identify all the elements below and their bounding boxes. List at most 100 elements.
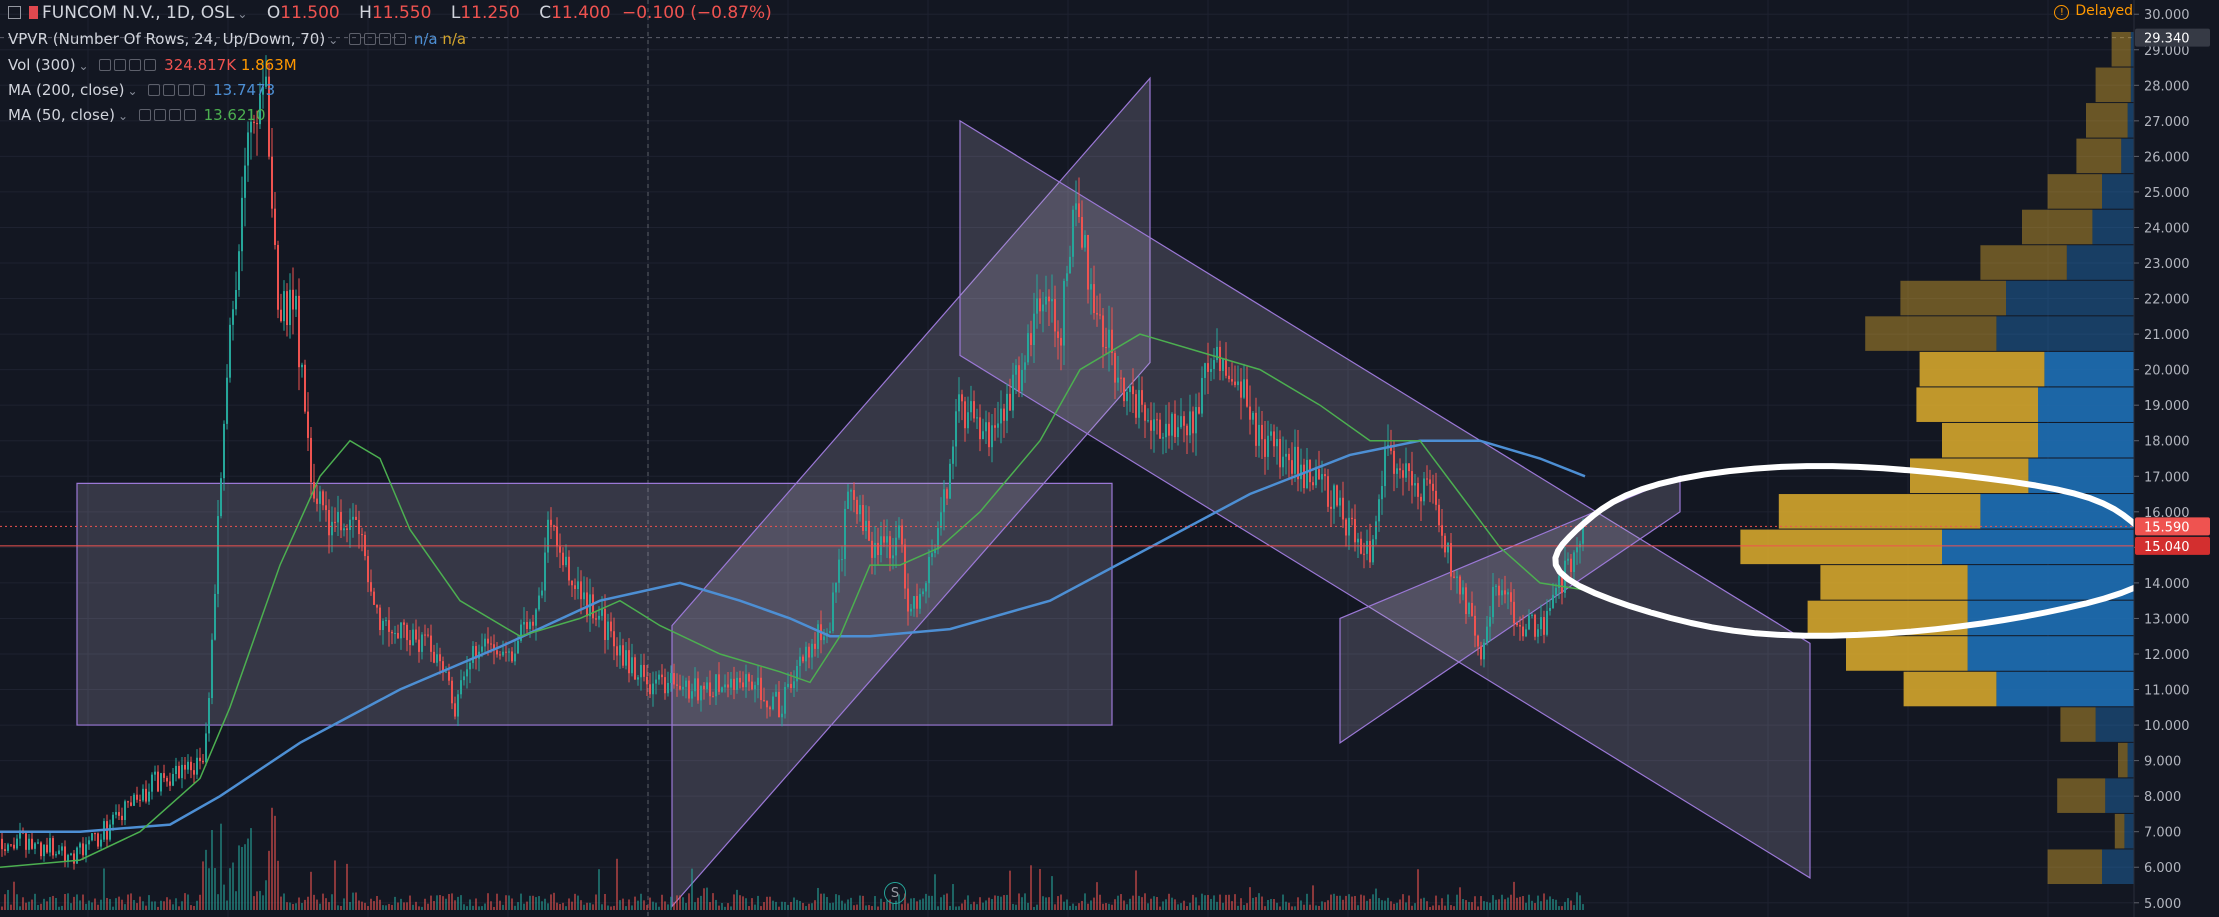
candle-body — [1351, 517, 1353, 520]
vp-up-bar — [2127, 742, 2134, 778]
collapse-icon[interactable] — [8, 6, 21, 19]
chevron-down-icon[interactable]: ⌄ — [117, 109, 128, 123]
volume-bar — [1498, 899, 1500, 910]
ma50-legend[interactable]: MA (50, close) ⌄ 13.6210 — [8, 104, 266, 127]
volume-bar — [1015, 904, 1017, 910]
ma200-line — [0, 439, 1586, 833]
volume-legend[interactable]: Vol (300) ⌄ 324.817K 1.863M — [8, 54, 297, 77]
candle-body — [1426, 478, 1428, 480]
candle-body — [1057, 331, 1059, 338]
volume-bar — [133, 900, 135, 910]
volume-bar — [643, 900, 645, 910]
candle-body — [802, 656, 804, 662]
candle-body — [778, 691, 780, 718]
candle-body — [1450, 543, 1452, 577]
volume-bar — [1417, 869, 1419, 910]
chevron-down-icon[interactable]: ⌄ — [237, 7, 248, 21]
candle-body — [1015, 365, 1017, 375]
volume-bar — [1513, 881, 1515, 910]
volume-bar — [118, 896, 120, 910]
candle-body — [586, 592, 588, 617]
candle-body — [397, 633, 399, 639]
volume-bar — [832, 902, 834, 910]
volume-bar — [1381, 900, 1383, 910]
candle-body — [19, 830, 21, 839]
volume-bar — [1261, 896, 1263, 910]
chevron-down-icon[interactable]: ⌄ — [78, 59, 89, 73]
candle-body — [1009, 393, 1011, 411]
volume-bar — [388, 903, 390, 910]
delayed-badge[interactable]: ! Delayed — [2054, 3, 2133, 20]
candle-body — [1144, 404, 1146, 421]
volume-bar — [907, 903, 909, 910]
indicator-tools-icon[interactable] — [99, 55, 159, 77]
candle-body — [445, 671, 447, 673]
symbol-name[interactable]: FUNCOM N.V., 1D, OSL — [42, 3, 235, 23]
candle-body — [1384, 447, 1386, 487]
volume-bar — [487, 893, 489, 910]
volume-bar — [406, 902, 408, 910]
ma200-legend[interactable]: MA (200, close) ⌄ 13.7473 — [8, 79, 275, 102]
ma200-value: 13.7473 — [213, 81, 276, 99]
volume-bar — [1264, 906, 1266, 910]
annotation-ellipse[interactable] — [1552, 463, 2164, 639]
volume-bar — [181, 901, 183, 910]
volume-bar — [1000, 896, 1002, 910]
volume-bar — [745, 898, 747, 910]
volume-bar — [451, 893, 453, 910]
candle-body — [727, 684, 729, 688]
close-label: C — [539, 3, 552, 23]
candle-body — [1159, 419, 1161, 439]
chevron-down-icon[interactable]: ⌄ — [127, 84, 138, 98]
volume-bar — [580, 900, 582, 910]
candle-body — [1093, 284, 1095, 314]
volume-bar — [499, 900, 501, 910]
candle-body — [664, 677, 666, 694]
volume-bar — [259, 890, 261, 910]
candle-body — [361, 534, 363, 536]
candle-body — [724, 684, 726, 688]
candle-body — [703, 685, 705, 690]
volume-bar — [1057, 896, 1059, 910]
indicator-tools-icon[interactable] — [138, 105, 199, 127]
candle-body — [892, 555, 894, 559]
candle-body — [1471, 603, 1473, 616]
candle-body — [454, 703, 456, 717]
split-marker[interactable]: S — [884, 882, 906, 904]
volume-bar — [247, 838, 249, 910]
price-tick-label: 26.000 — [2144, 150, 2190, 165]
volume-bar — [1288, 902, 1290, 910]
indicator-tools-icon[interactable] — [349, 29, 409, 51]
volume-bar — [1444, 905, 1446, 910]
candle-body — [181, 764, 183, 779]
volume-bar — [1534, 903, 1536, 910]
chevron-down-icon[interactable]: ⌄ — [328, 33, 339, 47]
candle-body — [1255, 412, 1257, 446]
vp-up-bar — [2102, 174, 2134, 209]
vp-up-bar — [2066, 245, 2134, 280]
vpvr-legend[interactable]: VPVR (Number Of Rows, 24, Up/Down, 70) ⌄ … — [8, 28, 466, 51]
volume-bar — [1378, 898, 1380, 910]
candle-body — [160, 773, 162, 792]
candle-body — [427, 634, 429, 636]
volume-bar — [1042, 896, 1044, 910]
volume-bar — [1270, 898, 1272, 910]
candle-body — [337, 511, 339, 523]
price-axis[interactable]: 30.000 29.000 28.000 27.000 26.000 25.000 24.0… — [2133, 0, 2219, 917]
vp-down-bar — [1900, 280, 2006, 316]
candle-body — [457, 694, 459, 717]
candle-body — [1285, 453, 1287, 457]
volume-bar — [562, 902, 564, 910]
volume-bar — [352, 892, 354, 910]
candle-body — [1165, 423, 1167, 438]
indicator-tools-icon[interactable] — [148, 80, 208, 102]
candle-body — [52, 838, 54, 856]
candle-body — [1063, 280, 1065, 346]
volume-bar — [103, 868, 105, 910]
candle-body — [508, 651, 510, 653]
candle-body — [988, 422, 990, 448]
candle-body — [559, 546, 561, 553]
candle-body — [745, 674, 747, 688]
